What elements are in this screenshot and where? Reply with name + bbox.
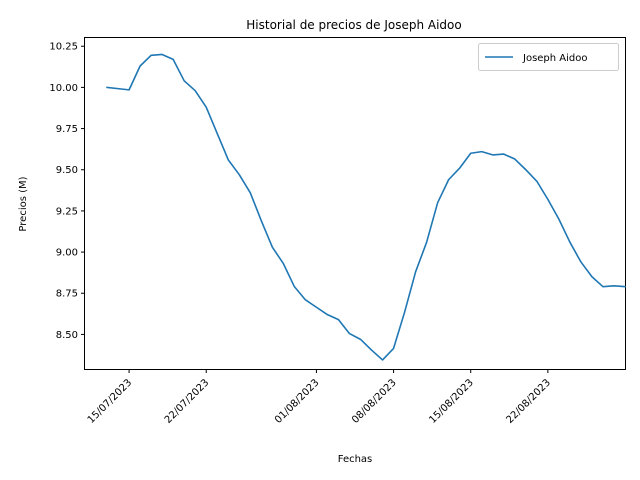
x-tick-label: 15/08/2023: [427, 377, 476, 426]
y-tick-label: 8.75: [56, 289, 78, 300]
legend-label: Joseph Aidoo: [522, 53, 588, 64]
x-axis: 15/07/2023 22/07/2023 01/08/2023 08/08/2023…: [86, 369, 553, 426]
y-tick-label: 9.75: [56, 124, 78, 135]
legend-box: [478, 43, 619, 71]
y-tick-label: 9.25: [56, 206, 78, 217]
x-tick-label: 22/08/2023: [504, 377, 553, 426]
x-tick-label: 22/07/2023: [163, 377, 212, 426]
y-tick-label: 8.50: [56, 330, 78, 341]
series-layer: [106, 53, 626, 361]
x-axis-label: Fechas: [338, 454, 373, 465]
y-tick-label: 10.00: [49, 83, 78, 94]
y-tick-label: 10.25: [49, 42, 78, 53]
x-tick-label: 08/08/2023: [350, 377, 399, 426]
y-axis-label: Precios (M): [18, 176, 29, 231]
plot-area-frame: [84, 37, 626, 370]
legend: Joseph Aidoo: [478, 43, 619, 71]
series-line: [106, 53, 626, 361]
x-tick-label: 01/08/2023: [273, 377, 322, 426]
x-tick-label: 15/07/2023: [86, 377, 135, 426]
y-tick-label: 9.50: [56, 165, 78, 176]
y-axis: 8.50 8.75 9.00 9.25 9.50 9.75 10.00 10.25: [49, 42, 85, 341]
y-tick-label: 9.00: [56, 248, 78, 259]
chart-title: Historial de precios de Joseph Aidoo: [246, 18, 461, 32]
